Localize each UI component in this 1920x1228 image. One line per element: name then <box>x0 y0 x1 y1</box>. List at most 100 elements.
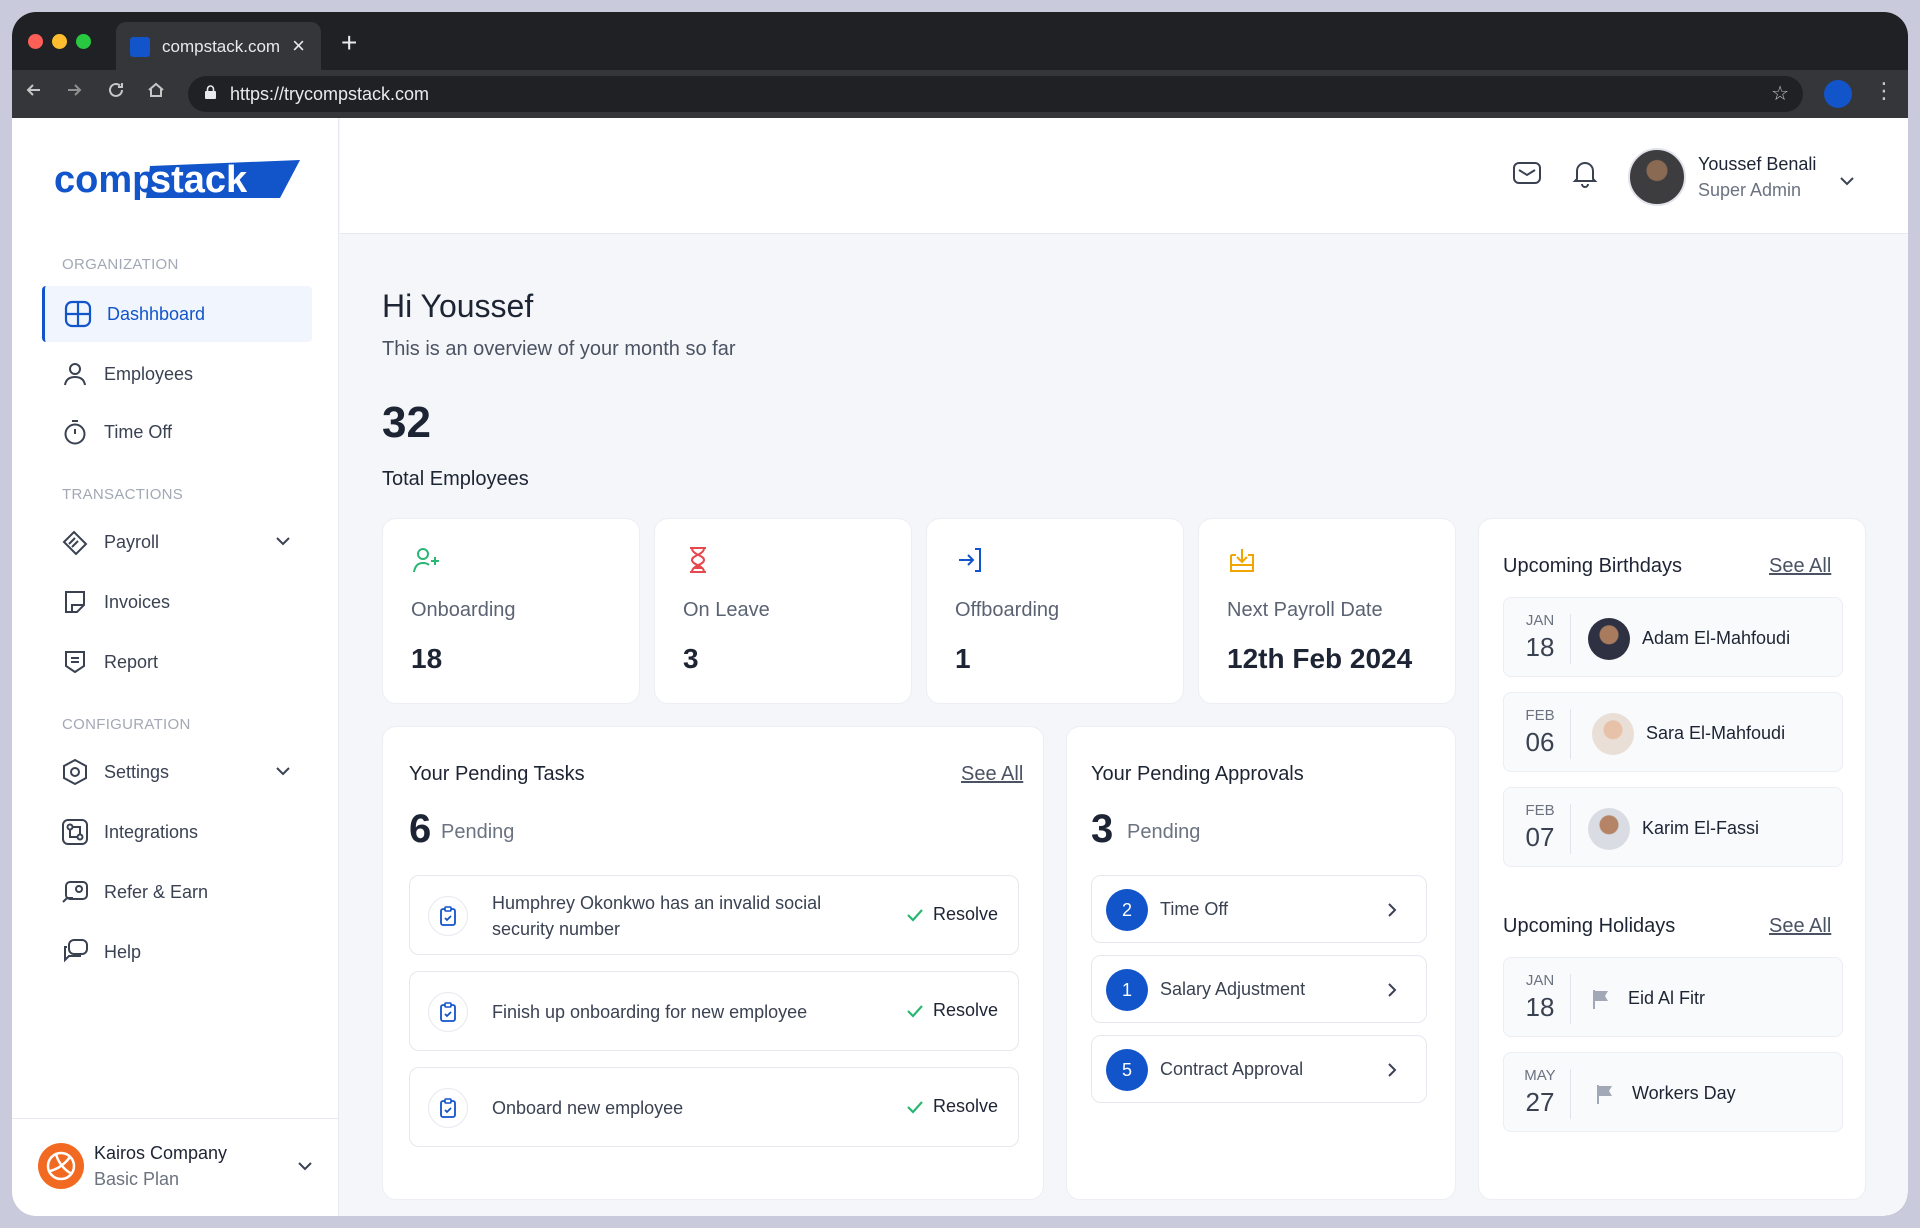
holiday-item[interactable]: MAY 27 Workers Day <box>1503 1052 1843 1132</box>
sidebar-item-label: Payroll <box>104 531 160 552</box>
resolve-button[interactable]: Resolve <box>905 904 998 925</box>
task-item: Humphrey Okonkwo has an invalid social s… <box>409 875 1019 955</box>
stat-value: 18 <box>411 643 443 674</box>
approval-label: Contract Approval <box>1160 1059 1304 1079</box>
sidebar-item-help[interactable]: Help <box>42 924 312 980</box>
pending-tasks-title: Your Pending Tasks <box>409 763 585 785</box>
company-plan: Basic Plan <box>94 1169 180 1189</box>
approval-label: Salary Adjustment <box>1160 979 1306 999</box>
holidays-title: Upcoming Holidays <box>1503 915 1676 937</box>
chevron-right-icon <box>1388 983 1397 997</box>
approval-item-time-off[interactable]: 2 Time Off <box>1091 875 1427 943</box>
stat-label: On Leave <box>683 599 770 621</box>
approval-item-contract-approval[interactable]: 5 Contract Approval <box>1091 1035 1427 1103</box>
company-switcher[interactable]: Kairos Company Basic Plan <box>12 1118 339 1216</box>
sidebar-item-payroll[interactable]: Payroll <box>42 514 312 570</box>
forward-icon[interactable] <box>64 80 84 106</box>
chevron-down-icon[interactable] <box>296 1157 314 1175</box>
integrations-icon <box>60 817 90 847</box>
browser-menu-icon[interactable]: ⋮ <box>1873 78 1895 103</box>
pending-tasks-label: Pending <box>441 821 515 843</box>
tasks-see-all-link[interactable]: See All <box>961 763 1024 785</box>
approval-item-salary-adjustment[interactable]: 1 Salary Adjustment <box>1091 955 1427 1023</box>
clipboard-check-icon <box>428 992 468 1032</box>
section-label-organization: ORGANIZATION <box>62 256 179 273</box>
close-tab-icon[interactable]: × <box>292 33 305 58</box>
stat-card-next-payroll[interactable]: Next Payroll Date 12th Feb 2024 <box>1198 518 1456 704</box>
refer-icon <box>60 877 90 907</box>
pending-tasks-card: Your Pending Tasks See All 6 Pending Hum… <box>382 726 1044 1200</box>
sidebar-item-integrations[interactable]: Integrations <box>42 804 312 860</box>
divider <box>1570 1069 1571 1119</box>
stopwatch-icon <box>60 417 90 447</box>
resolve-button[interactable]: Resolve <box>905 1096 998 1117</box>
close-window-button[interactable] <box>28 34 43 49</box>
user-plus-icon <box>411 545 441 575</box>
divider <box>1570 974 1571 1024</box>
bell-icon[interactable] <box>1568 156 1602 190</box>
reload-icon[interactable] <box>106 80 126 106</box>
sidebar-item-invoices[interactable]: Invoices <box>42 574 312 630</box>
holiday-item[interactable]: JAN 18 Eid Al Fitr <box>1503 957 1843 1037</box>
avatar <box>1588 618 1630 660</box>
report-icon <box>60 647 90 677</box>
sidebar-item-dashboard[interactable]: Dashhboard <box>42 286 312 342</box>
divider <box>1570 709 1571 759</box>
task-text: Onboard new employee <box>492 1098 684 1118</box>
birthday-item[interactable]: FEB 07 Karim El-Fassi <box>1503 787 1843 867</box>
home-icon[interactable] <box>146 80 166 106</box>
sidebar-item-label: Time Off <box>104 421 173 442</box>
birthdays-title: Upcoming Birthdays <box>1503 555 1682 577</box>
resolve-button[interactable]: Resolve <box>905 1000 998 1021</box>
resolve-label: Resolve <box>932 904 998 924</box>
company-name: Kairos Company <box>94 1143 228 1163</box>
bookmark-star-icon[interactable]: ☆ <box>1771 83 1789 105</box>
pending-approvals-title: Your Pending Approvals <box>1091 763 1304 785</box>
birthday-item[interactable]: JAN 18 Adam El-Mahfoudi <box>1503 597 1843 677</box>
new-tab-icon[interactable]: + <box>341 27 358 58</box>
sidebar-item-label: Report <box>104 651 159 672</box>
hourglass-icon <box>683 545 713 575</box>
section-label-transactions: TRANSACTIONS <box>62 486 184 503</box>
back-icon[interactable] <box>24 80 44 106</box>
url-text: https://trycompstack.com <box>230 84 430 104</box>
user-name: Youssef Benali <box>1698 154 1817 174</box>
chevron-down-icon[interactable] <box>274 762 292 780</box>
birthdays-see-all-link[interactable]: See All <box>1769 555 1832 577</box>
page-title: Hi Youssef <box>382 288 534 324</box>
minimize-window-button[interactable] <box>52 34 67 49</box>
stat-value: 3 <box>683 643 699 674</box>
holidays-see-all-link[interactable]: See All <box>1769 915 1832 937</box>
sidebar-item-settings[interactable]: Settings <box>42 744 312 800</box>
sidebar-item-refer-earn[interactable]: Refer & Earn <box>42 864 312 920</box>
browser-tab[interactable]: compstack.com × <box>116 22 321 70</box>
chevron-down-icon[interactable] <box>274 532 292 550</box>
sidebar-item-time-off[interactable]: Time Off <box>42 404 312 460</box>
stat-card-on-leave[interactable]: On Leave 3 <box>654 518 912 704</box>
dashboard-icon <box>63 299 93 329</box>
event-month: JAN <box>1525 612 1555 629</box>
clipboard-check-icon <box>428 896 468 936</box>
event-name: Karim El-Fassi <box>1642 818 1760 838</box>
browser-profile-icon[interactable] <box>1824 80 1852 108</box>
total-employees-count: 32 <box>382 398 431 447</box>
event-month: FEB <box>1525 707 1555 724</box>
chevron-down-icon[interactable] <box>1838 172 1856 190</box>
birthday-item[interactable]: FEB 06 Sara El-Mahfoudi <box>1503 692 1843 772</box>
compstack-logo[interactable]: comp stack <box>50 152 300 207</box>
sidebar-item-report[interactable]: Report <box>42 634 312 690</box>
maximize-window-button[interactable] <box>76 34 91 49</box>
tab-title: compstack.com <box>162 37 281 56</box>
sidebar-item-label: Integrations <box>104 821 199 842</box>
svg-text:comp: comp <box>54 159 155 201</box>
event-day: 27 <box>1525 1087 1555 1117</box>
task-item: Onboard new employee Resolve <box>409 1067 1019 1147</box>
user-avatar[interactable] <box>1628 148 1686 206</box>
sidebar-item-employees[interactable]: Employees <box>42 346 312 402</box>
mail-icon[interactable] <box>1510 156 1544 190</box>
stat-card-offboarding[interactable]: Offboarding 1 <box>926 518 1184 704</box>
page-subtitle: This is an overview of your month so far <box>382 338 736 360</box>
total-employees-label: Total Employees <box>382 468 529 490</box>
stat-card-onboarding[interactable]: Onboarding 18 <box>382 518 640 704</box>
address-bar[interactable]: https://trycompstack.com ☆ <box>188 76 1803 112</box>
